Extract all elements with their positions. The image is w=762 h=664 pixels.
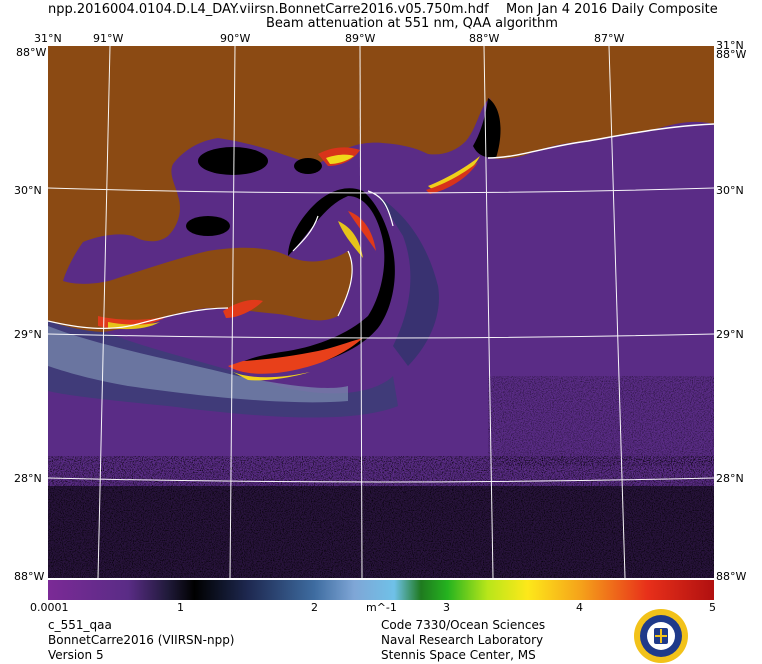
lat-label-left-30: 30°N [14, 184, 42, 197]
org-location: Stennis Space Center, MS [381, 648, 536, 662]
region-sensor: BonnetCarre2016 (VIIRSN-npp) [48, 633, 235, 647]
product-title: Beam attenuation at 551 nm, QAA algorith… [266, 16, 558, 31]
lat-label-left-28: 28°N [14, 472, 42, 485]
lon-label-top-89: 89°W [345, 32, 376, 45]
colorbar-tick-3: 3 [443, 601, 450, 614]
corner-lon-label-tl: 88°W [16, 46, 47, 59]
plume-mobile-red [426, 162, 478, 194]
corner-lon-label-bl: 88°W [14, 570, 45, 583]
plume-central-hot [223, 299, 263, 318]
coastline-west [48, 307, 229, 330]
corner-lon-label-br: 88°W [716, 570, 747, 583]
product-code: c_551_qaa [48, 618, 112, 632]
lake-pontchartrain [198, 147, 268, 175]
lat-label-right-28: 28°N [716, 472, 744, 485]
land-mass [48, 46, 714, 332]
lat-label-right-29: 29°N [716, 328, 744, 341]
plume-east-yellow [338, 221, 363, 258]
plume-north-yellow [326, 154, 354, 164]
lake-borgne [294, 158, 322, 174]
beam-attenuation-map [48, 46, 714, 578]
nrl-seal-logo [634, 609, 688, 663]
plume-band [48, 326, 348, 403]
delta-plume-hot [228, 338, 363, 374]
colorbar-tick-max: 5 [709, 601, 716, 614]
plume-mobile-hot [428, 156, 480, 190]
colorbar-tick-min: 0.0001 [30, 601, 69, 614]
plume-east-hot [348, 211, 376, 251]
lat-label-left-29: 29°N [14, 328, 42, 341]
mobile-bay [473, 98, 501, 158]
lon-label-top-90: 90°W [220, 32, 251, 45]
corner-lat-label-tr: 31°N [716, 39, 744, 52]
coastline [487, 123, 714, 159]
version-label: Version 5 [48, 648, 104, 662]
colorbar-tick-1: 1 [177, 601, 184, 614]
plume-band-2 [378, 196, 439, 366]
colorbar [48, 580, 714, 600]
date-label: Mon Jan 4 2016 Daily Composite [506, 2, 718, 17]
lon-label-top-87: 87°W [594, 32, 625, 45]
shelf-water [48, 301, 398, 418]
delta-plume-yellow [233, 372, 310, 381]
corner-lat-label-tl: 31°N [34, 32, 62, 45]
lon-label-top-91: 91°W [93, 32, 124, 45]
colorbar-tick-2: 2 [311, 601, 318, 614]
no-data-right [488, 376, 714, 466]
graticule [48, 46, 714, 578]
lon-label-top-88: 88°W [469, 32, 500, 45]
filename-label: npp.2016004.0104.D.L4_DAY.viirsn.BonnetC… [48, 2, 489, 17]
lat-label-right-30: 30°N [716, 184, 744, 197]
coastline-delta [292, 190, 394, 317]
corner-lon-label-tr: 88°W [716, 48, 747, 61]
colorbar-units: m^-1 [366, 601, 397, 614]
lake-inland [186, 216, 230, 236]
org-code: Code 7330/Ocean Sciences [381, 618, 546, 632]
no-data-band [48, 486, 714, 578]
colorbar-tick-4: 4 [576, 601, 583, 614]
org-name: Naval Research Laboratory [381, 633, 544, 647]
